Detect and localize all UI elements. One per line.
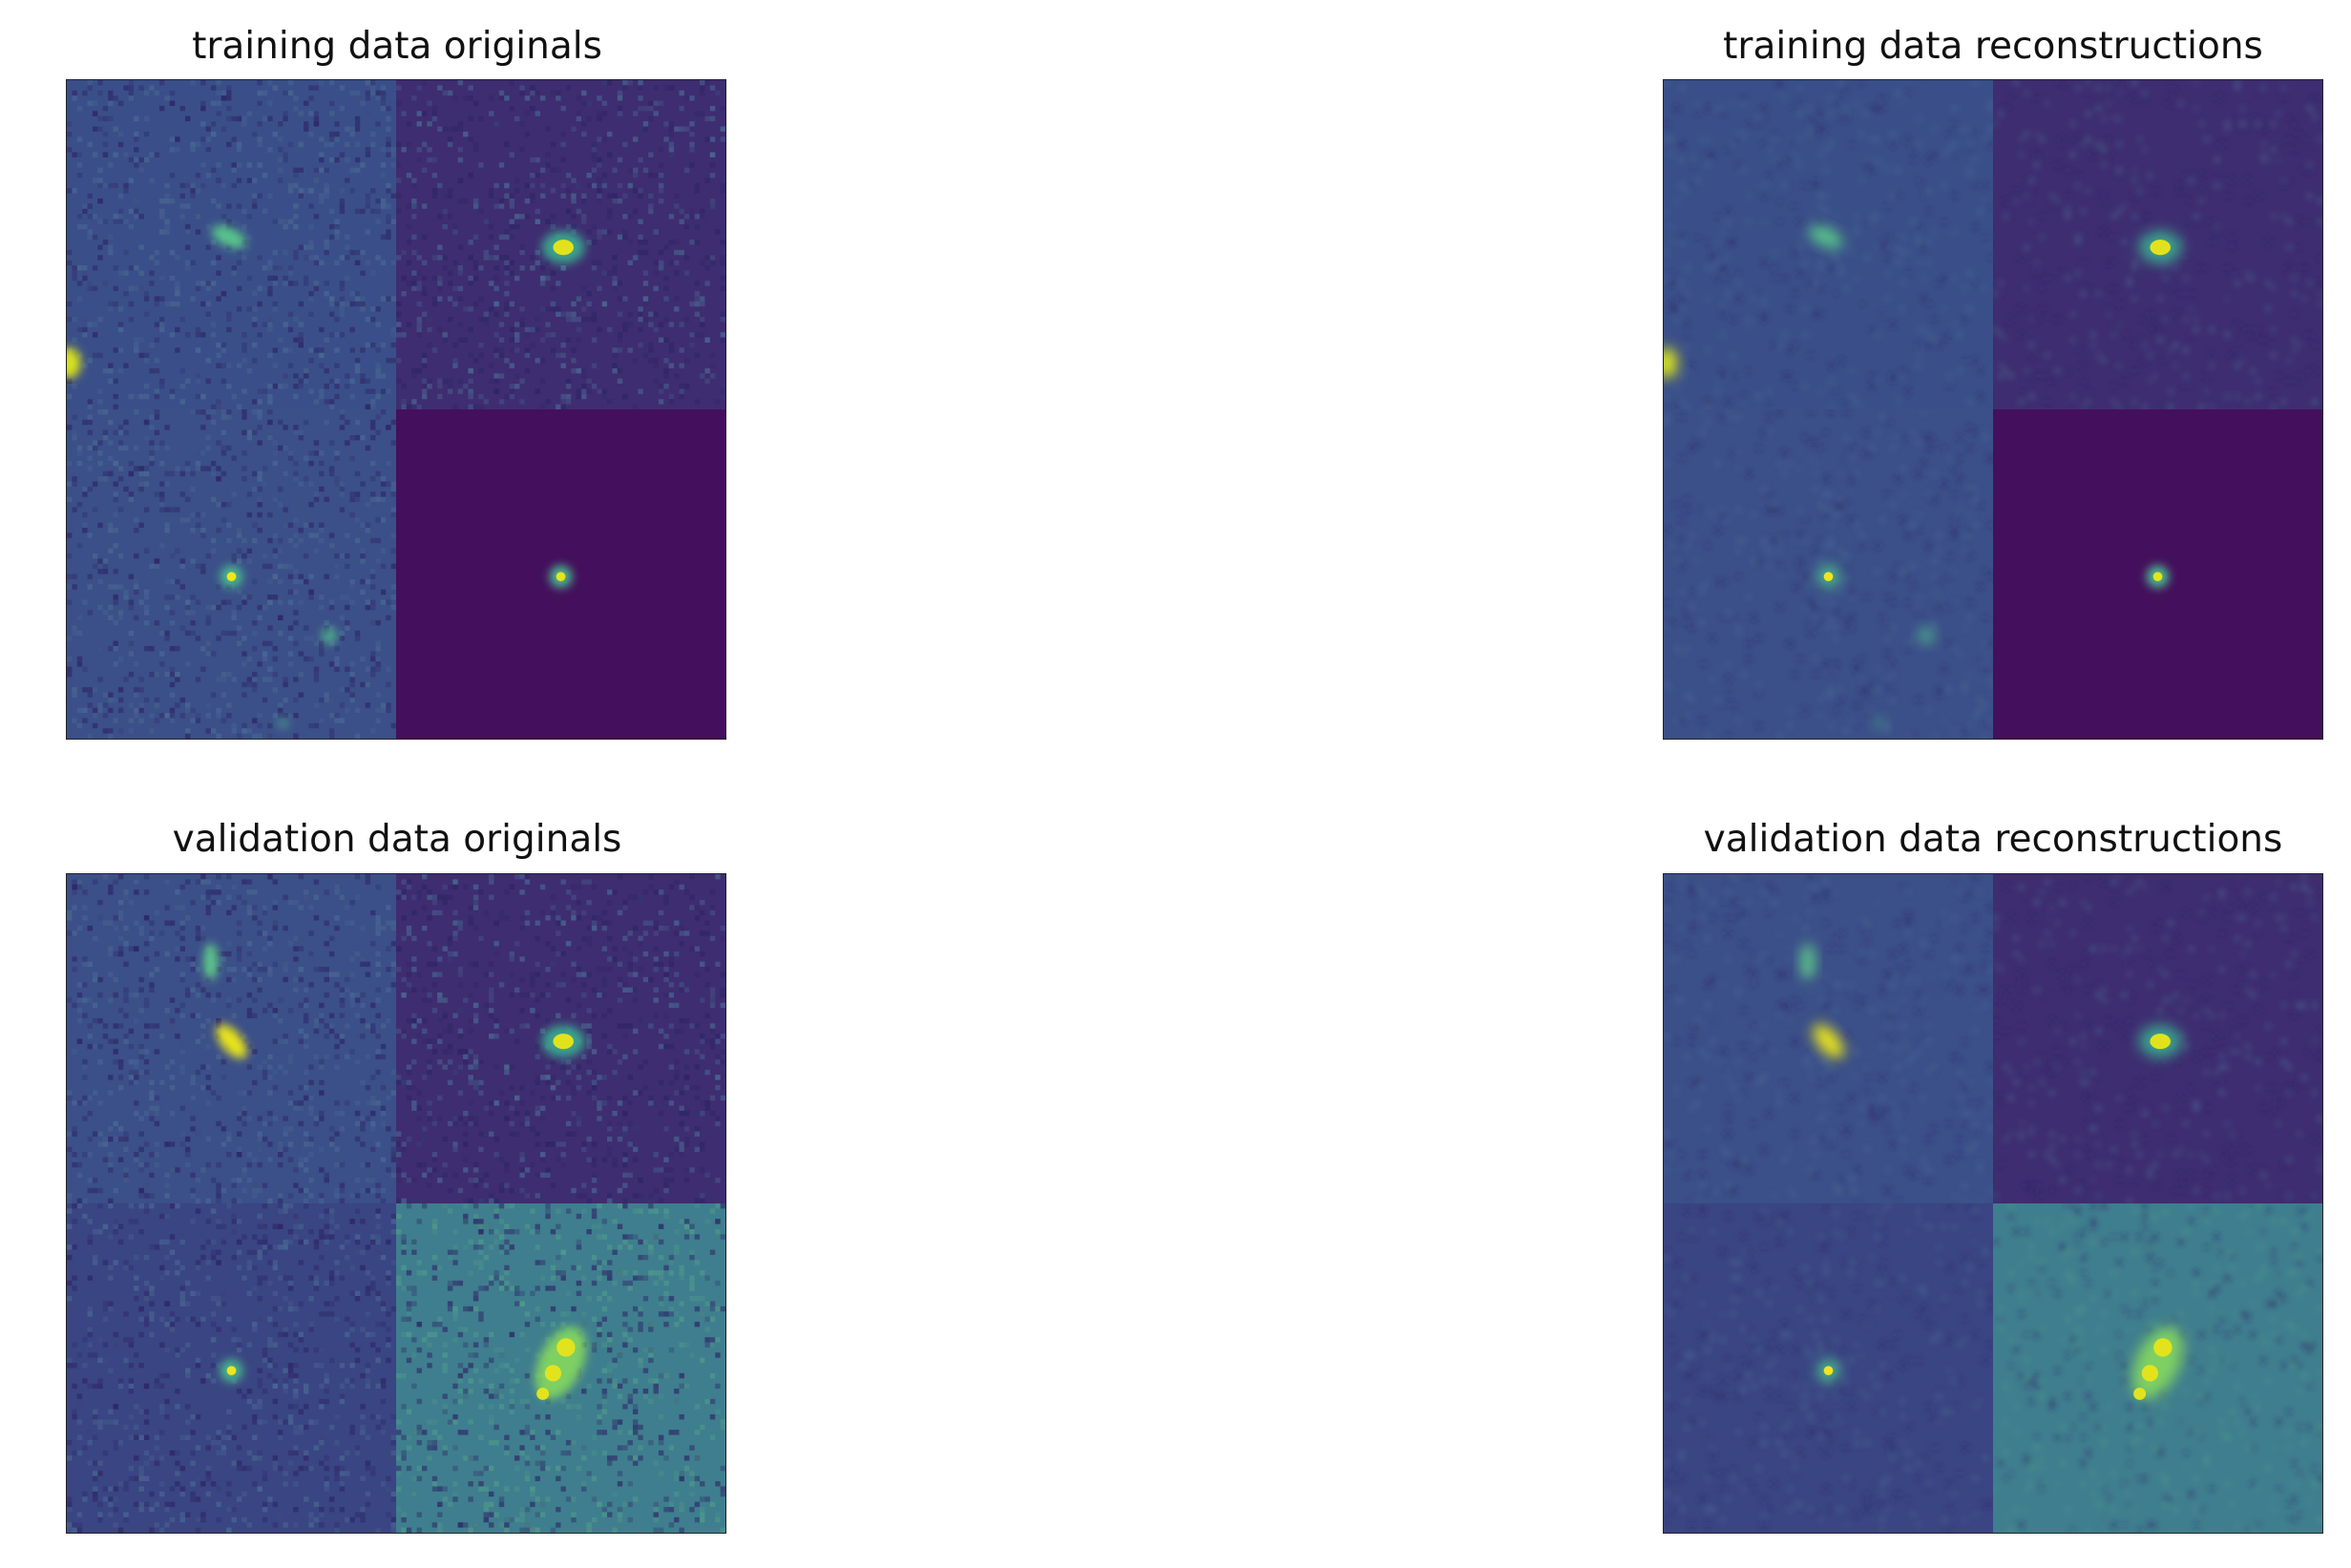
tile-image [1993,1203,2322,1533]
tile-image [1993,80,2322,409]
image-grid [66,873,726,1534]
source-layer [203,943,247,1059]
source-layer [1800,943,1844,1059]
tile-image [1993,874,2322,1203]
image-tile [1664,409,1993,739]
source-layer [1816,1359,1840,1383]
tile-image [67,409,396,739]
panel-title: training data reconstructions [1723,25,2263,68]
source-layer [220,1359,243,1383]
image-tile [67,409,396,739]
image-tile [1993,874,2322,1203]
tile-image [396,1203,725,1533]
source-layer [535,1327,587,1400]
image-tile [1664,80,1993,409]
source-layer [541,230,585,264]
tile-image [67,874,396,1203]
image-tile [396,874,725,1203]
panel-title: validation data reconstructions [1703,818,2283,861]
image-grid [1663,873,2323,1534]
source-layer [220,565,338,730]
source-layer [2146,565,2170,589]
tile-image [396,874,725,1203]
image-tile [1664,1203,1993,1533]
image-tile [1993,409,2322,739]
image-grid [66,79,726,740]
tile-image [1664,874,1993,1203]
source-layer [67,225,246,379]
panel-title: training data originals [192,25,602,68]
source-layer [2131,1327,2184,1400]
image-tile [1993,1203,2322,1533]
image-tile [1664,874,1993,1203]
source-layer [1816,565,1935,730]
image-tile [67,1203,396,1533]
source-layer [541,1024,585,1058]
source-layer [2138,230,2182,264]
image-tile [1993,80,2322,409]
image-tile [67,80,396,409]
tile-image [1664,409,1993,739]
tile-image [1993,409,2322,739]
image-tile [67,874,396,1203]
tile-image [396,80,725,409]
tile-image [1664,1203,1993,1533]
tile-image [67,80,396,409]
image-grid [1663,79,2323,740]
panel-title: validation data originals [172,818,622,861]
tile-image [67,1203,396,1533]
source-layer [549,565,573,589]
source-layer [2138,1024,2182,1058]
tile-image [396,409,725,739]
image-tile [396,80,725,409]
image-tile [396,1203,725,1533]
tile-image [1664,80,1993,409]
source-layer [1664,225,1843,379]
image-tile [396,409,725,739]
